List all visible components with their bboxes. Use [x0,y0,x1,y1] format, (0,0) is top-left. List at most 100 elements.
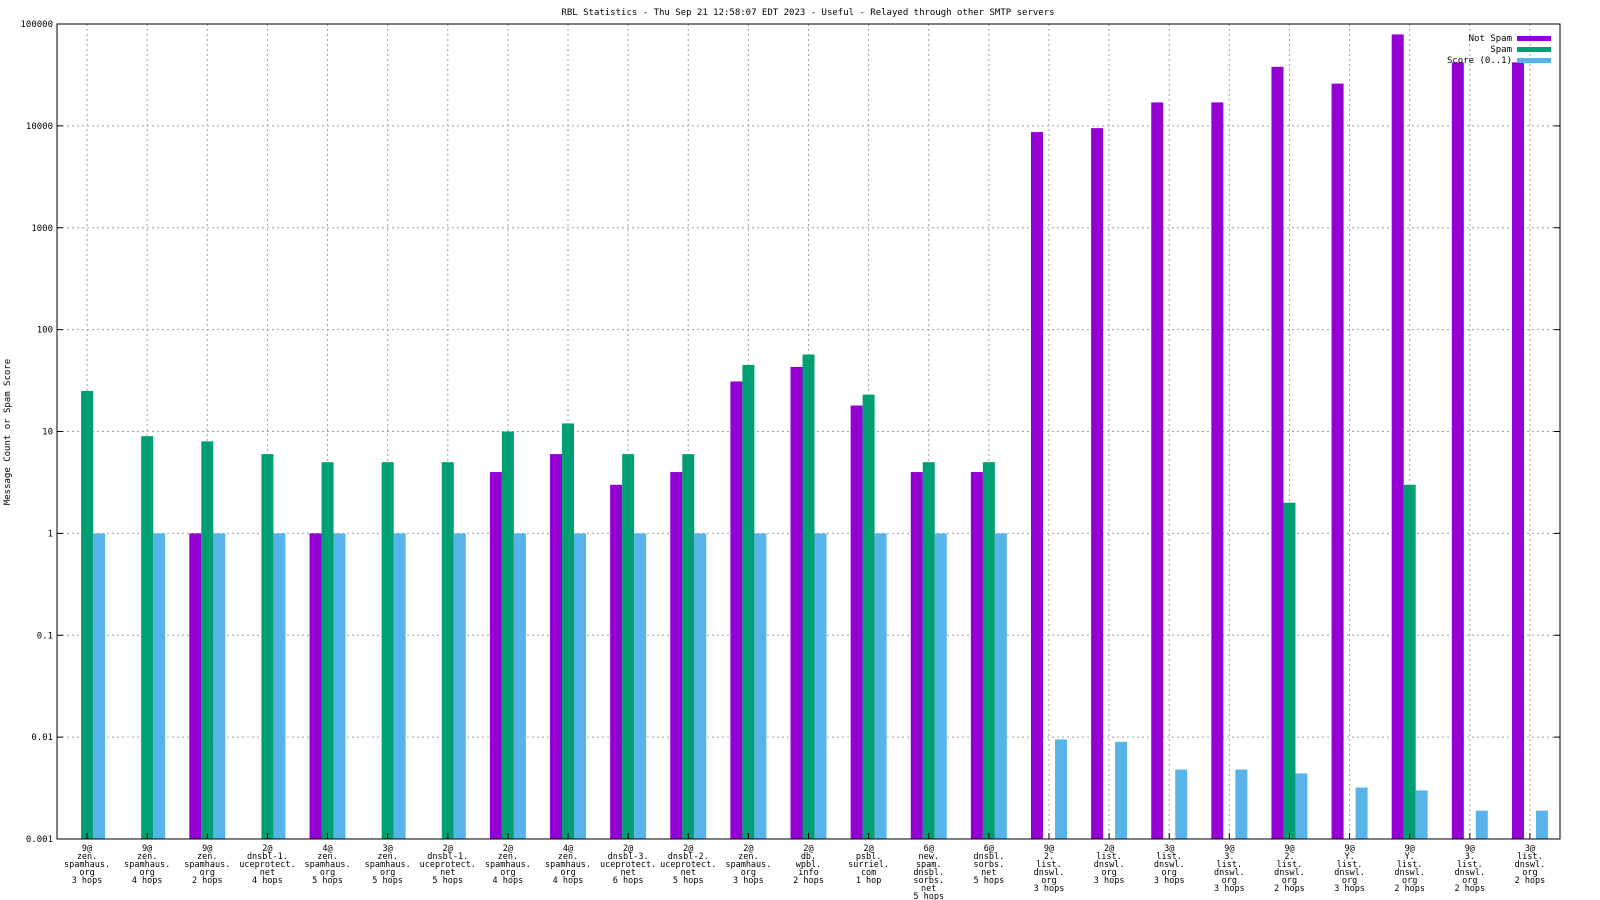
y-tick-label: 1000 [31,224,53,234]
x-category-label: 3@ list. dnswl. org 3 hops [1154,844,1185,886]
bar [1235,769,1248,839]
bar [1151,102,1164,840]
bar [1091,128,1104,839]
x-category-label: 3@ zen. spamhaus. org 5 hops [365,844,411,886]
legend-label: Score (0..1) [1447,56,1512,66]
bar [742,364,755,839]
legend-label: Not Spam [1469,34,1512,44]
bar [189,533,202,839]
bar [922,462,935,839]
bar [1030,132,1043,839]
x-category-label: 2@ dnsbl-1. uceprotect. net 5 hops [420,844,476,886]
bar [393,533,406,839]
bar [1535,810,1548,839]
bar [610,484,623,839]
bar [1211,102,1224,840]
bar [634,533,647,839]
bar [1511,62,1524,840]
bar [730,381,743,839]
bar [1331,83,1344,839]
bar [213,533,226,839]
x-category-label: 9@ 3. list. dnswl. org 2 hops [1454,844,1485,894]
bar [453,533,466,839]
bar [501,431,514,839]
y-tick-label: 100 [37,326,53,336]
bar [574,533,587,839]
bar [1391,34,1404,839]
bar [550,454,563,839]
x-category-label: 2@ dnsbl-1. uceprotect. net 4 hops [239,844,295,886]
bar [513,533,526,839]
bar [321,462,334,839]
bar [153,533,166,839]
bar [489,472,502,839]
x-category-label: 4@ zen. spamhaus. org 5 hops [305,844,351,886]
grid-lines [57,24,1560,839]
bar [93,533,106,839]
bar [862,394,875,839]
x-category-label: 9@ Y. list. dnswl. org 2 hops [1394,844,1425,894]
x-category-label: 4@ zen. spamhaus. org 4 hops [545,844,591,886]
bar [273,533,286,839]
x-category-label: 9@ zen. spamhaus. org 2 hops [184,844,230,886]
x-category-label: 3@ list. dnswl. org 2 hops [1515,844,1546,886]
x-category-label: 2@ dnsbl-2. uceprotect. net 5 hops [660,844,716,886]
bar [261,454,274,839]
bar [1271,66,1284,839]
x-category-label: 9@ 2. list. dnswl. org 3 hops [1034,844,1065,894]
bar [970,472,983,839]
bar [934,533,947,839]
x-category-label: 2@ zen. spamhaus. org 4 hops [485,844,531,886]
bar [994,533,1007,839]
x-axis-labels: 9@ zen. spamhaus. org 3 hops 9@ zen. spamhaus. o… [64,844,1545,900]
legend-swatch [1517,58,1551,63]
plot-frame [56,23,1561,840]
bar [1415,790,1428,839]
bar [850,405,863,839]
x-category-label: 9@ 3. list. dnswl. org 3 hops [1214,844,1245,894]
bar [1175,769,1188,839]
y-axis-ticks: 0.001 0.01 0.1 1 10 100 1000 10000 100000 [20,20,1560,845]
bar [814,533,827,839]
bar [562,423,575,839]
bar [309,533,322,839]
bar [141,436,154,839]
bar [802,354,815,839]
y-tick-label: 10 [42,428,53,438]
bars [81,34,1548,840]
bar [874,533,887,839]
y-tick-label: 100000 [20,20,53,30]
y-tick-label: 1 [48,529,53,539]
y-tick-label: 0.1 [37,631,53,641]
bar [1283,502,1296,839]
x-category-label: 9@ 2. list. dnswl. org 2 hops [1274,844,1305,894]
x-category-label: 2@ dnsbl-3. uceprotect. net 6 hops [600,844,656,886]
bar [1115,741,1128,839]
bar [81,390,94,839]
y-tick-label: 0.001 [26,835,53,845]
bar [754,533,767,839]
bar [333,533,346,839]
y-axis-label: Message Count or Spam Score [3,359,13,505]
bar [1403,484,1416,839]
bar [622,454,635,839]
x-category-label: 2@ list. dnswl. org 3 hops [1094,844,1125,886]
x-category-label: 6@ new. spam. dnsbl. sorbs. net 5 hops [913,844,944,900]
x-category-label: 9@ zen. spamhaus. org 3 hops [64,844,110,886]
y-tick-label: 0.01 [31,733,53,743]
bar [1054,739,1067,839]
x-category-label: 2@ psbl. surriel. com 1 hop [848,844,889,886]
legend-swatch [1517,36,1551,41]
bar [1295,773,1308,839]
chart-title: RBL Statistics - Thu Sep 21 12:58:07 EDT… [561,8,1054,18]
bar [1451,62,1464,840]
bar [694,533,707,839]
bar [670,472,683,839]
x-category-label: 2@ db. wpbl. info 2 hops [793,844,824,886]
x-category-label: 2@ zen. spamhaus. org 3 hops [725,844,771,886]
bar [682,454,695,839]
x-category-label: 9@ Y. list. dnswl. org 3 hops [1334,844,1365,894]
y-tick-label: 10000 [26,122,53,132]
bar [441,462,454,839]
